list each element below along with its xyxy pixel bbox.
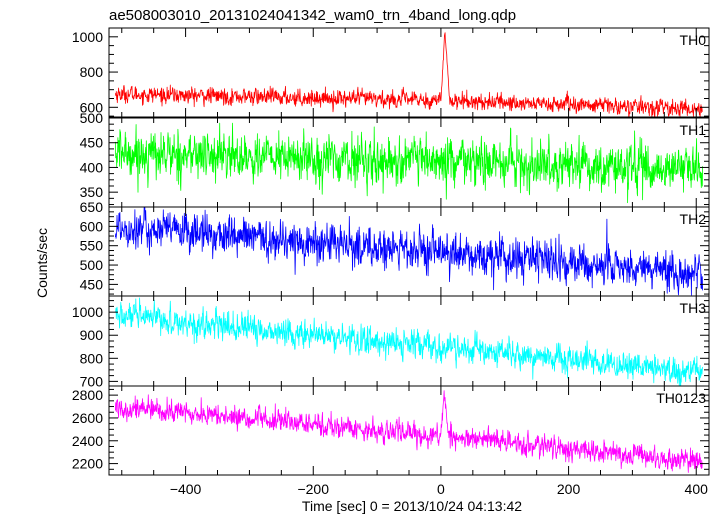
y-tick-label: 500 bbox=[80, 257, 104, 273]
y-tick-label: 500 bbox=[80, 110, 104, 126]
panel-th0123: 2200 2400 2600 2800 TH0123 bbox=[72, 385, 710, 476]
y-tick-label: 2200 bbox=[72, 456, 103, 472]
y-tick-label: 700 bbox=[80, 373, 104, 389]
chart-title: ae508003010_20131024041342_wam0_trn_4ban… bbox=[109, 7, 516, 24]
y-tick-label: 2800 bbox=[72, 387, 103, 403]
y-tick-label: 600 bbox=[80, 99, 104, 115]
y-axis-label: Counts/sec bbox=[34, 228, 50, 298]
y-tick-label: 450 bbox=[80, 276, 104, 292]
series-line-th2 bbox=[115, 207, 703, 296]
panel-label-th0123: TH0123 bbox=[656, 390, 706, 406]
y-tick-label: 800 bbox=[80, 64, 104, 80]
y-tick-label: 600 bbox=[80, 218, 104, 234]
x-tick-label: 0 bbox=[437, 481, 445, 497]
panel-th1: 350 400 450 500 TH1 bbox=[80, 110, 710, 208]
panel-label-th2: TH2 bbox=[680, 211, 707, 227]
series-line-th1 bbox=[115, 122, 703, 204]
x-axis-label: Time [sec] 0 = 2013/10/24 04:13:42 bbox=[302, 498, 522, 514]
panel-th3: 700 800 900 1000 TH3 bbox=[72, 295, 710, 389]
y-tick-label: 2400 bbox=[72, 433, 103, 449]
series-line-th3 bbox=[115, 297, 703, 386]
panels-layer: 600 800 1000 TH0 350 400 450 500 TH1 450 500 550 600… bbox=[72, 27, 710, 497]
y-tick-label: 900 bbox=[80, 327, 104, 343]
y-tick-label: 650 bbox=[80, 199, 104, 215]
x-tick-label: −200 bbox=[297, 481, 329, 497]
y-tick-label: 800 bbox=[80, 350, 104, 366]
y-tick-label: 350 bbox=[80, 184, 104, 200]
y-tick-label: 2600 bbox=[72, 410, 103, 426]
y-tick-label: 450 bbox=[80, 135, 104, 151]
panel-th2: 450 500 550 600 650 TH2 bbox=[80, 199, 710, 297]
y-tick-label: 1000 bbox=[72, 304, 103, 320]
panel-label-th3: TH3 bbox=[680, 300, 707, 316]
x-tick-label: 200 bbox=[557, 481, 581, 497]
panel-label-th0: TH0 bbox=[680, 32, 707, 48]
y-tick-label: 1000 bbox=[72, 29, 103, 45]
series-line-th0123 bbox=[115, 390, 703, 473]
x-tick-label: −400 bbox=[170, 481, 202, 497]
series-line-th0 bbox=[115, 32, 703, 117]
y-tick-label: 550 bbox=[80, 238, 104, 254]
y-tick-label: 400 bbox=[80, 159, 104, 175]
panel-label-th1: TH1 bbox=[680, 122, 707, 138]
x-tick-label: 400 bbox=[685, 481, 709, 497]
panel-th0: 600 800 1000 TH0 bbox=[72, 27, 710, 118]
